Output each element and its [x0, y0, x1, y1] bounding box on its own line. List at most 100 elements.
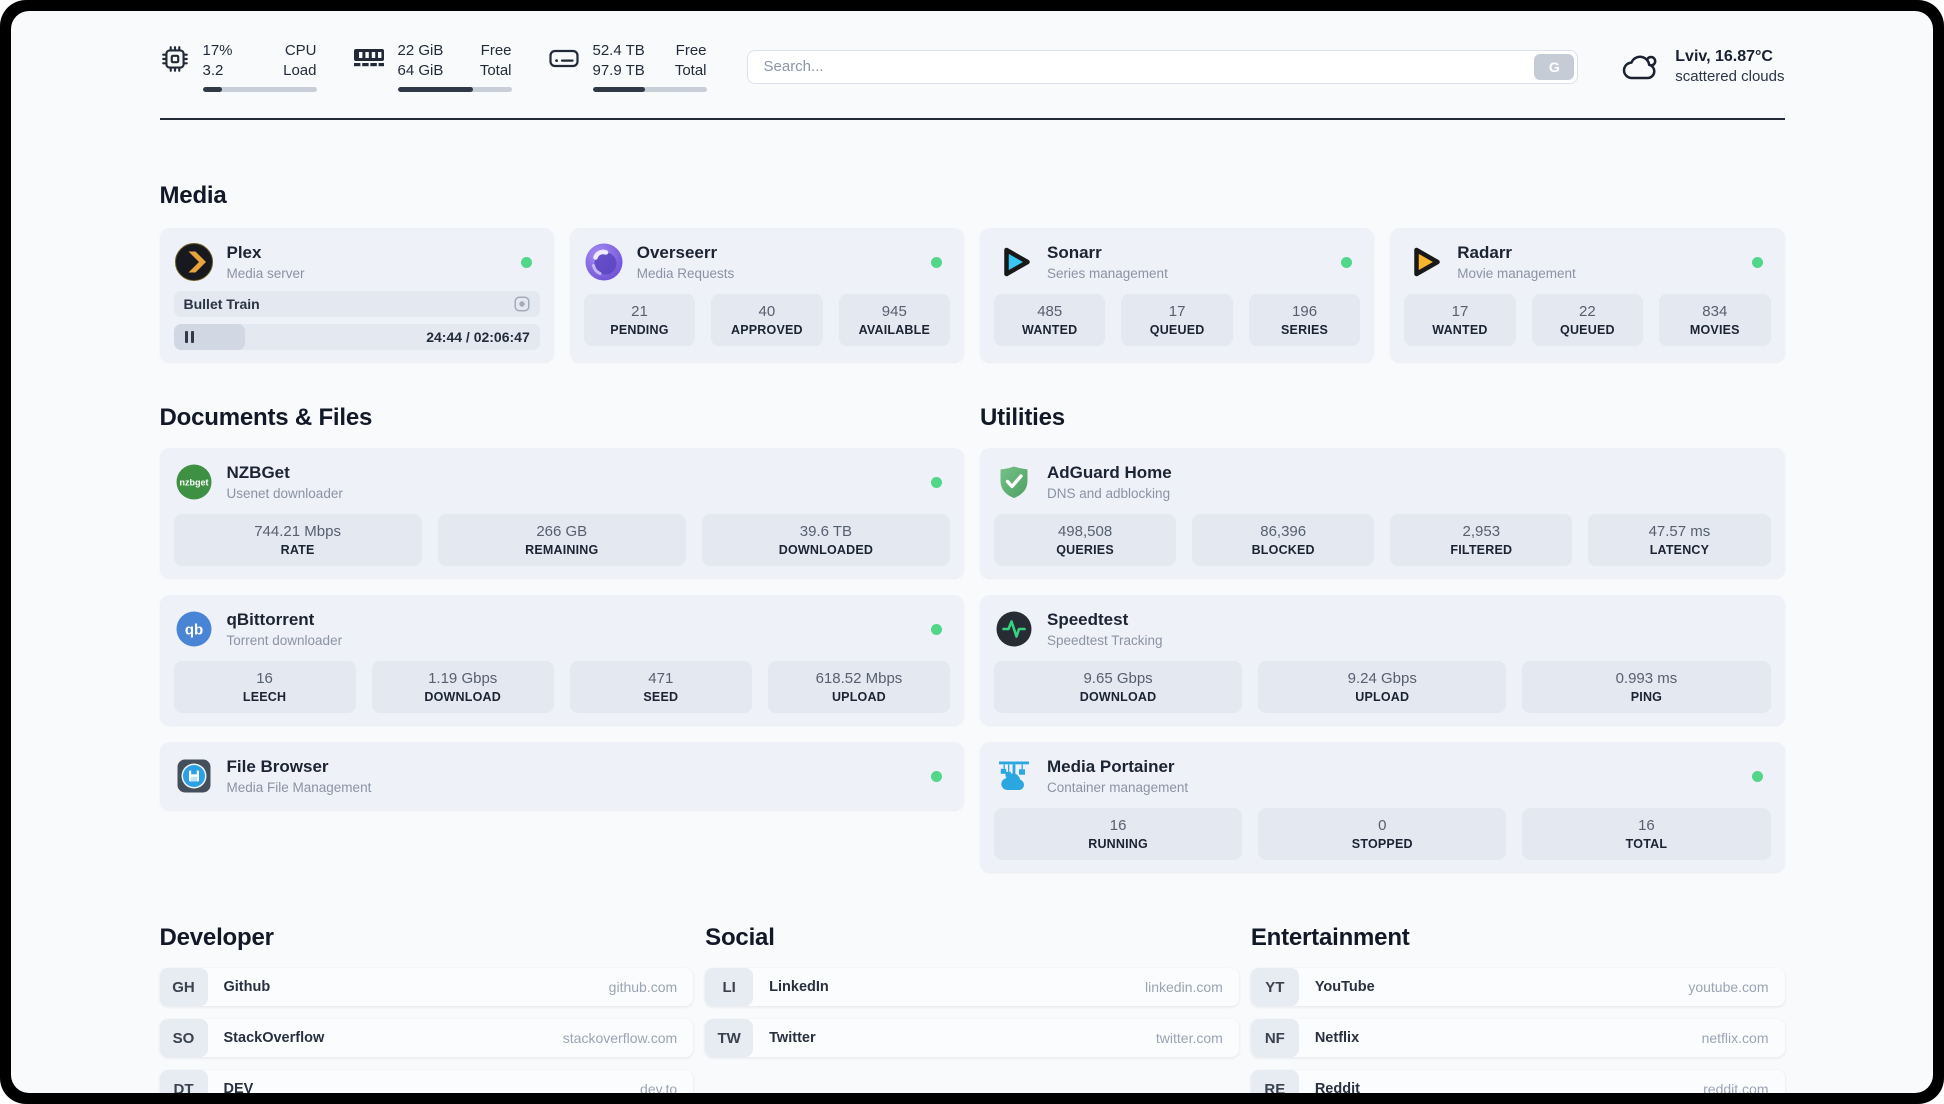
disk-total-value: 97.9 TB [592, 61, 645, 79]
disk-free-value: 52.4 TB [592, 42, 645, 59]
bookmark-linkedin[interactable]: LI LinkedIn linkedin.com [705, 968, 1239, 1006]
bookmark-youtube[interactable]: YT YouTube youtube.com [1250, 968, 1785, 1006]
plex-player[interactable]: 24:44 / 02:06:47 [173, 324, 540, 350]
bookmark-stackoverflow[interactable]: SO StackOverflow stackoverflow.com [159, 1019, 694, 1057]
resource-stats: 17% 3.2 CPU Load 22 GiB 64 GiB Free Total [160, 41, 707, 92]
status-dot-online [1751, 770, 1763, 782]
playback-time: 24:44 / 02:06:47 [426, 329, 530, 345]
service-title: AdGuard Home [1047, 463, 1172, 482]
bookmark-netflix[interactable]: NF Netflix netflix.com [1250, 1019, 1785, 1057]
search-input[interactable] [746, 49, 1579, 84]
bookmark-abbr: RE [1250, 1070, 1299, 1093]
memory-free-label: Free [480, 42, 512, 59]
bookmark-url: twitter.com [1155, 1030, 1223, 1046]
bookmark-name: Reddit [1314, 1081, 1360, 1093]
status-dot-online [931, 476, 942, 488]
stat-leech: 16 LEECH [173, 661, 356, 713]
stat-remaining: 266 GB REMAINING [437, 514, 686, 566]
nzbget-icon: nzbget [174, 462, 214, 502]
service-card-portainer[interactable]: Media Portainer Container management 16 R… [980, 742, 1785, 872]
dashboard: 17% 3.2 CPU Load 22 GiB 64 GiB Free Total [11, 11, 1933, 1093]
bookmark-reddit[interactable]: RE Reddit reddit.com [1250, 1070, 1785, 1093]
bookmark-github[interactable]: GH Github github.com [159, 968, 694, 1006]
service-title: Overseerr [636, 243, 718, 262]
service-card-filebrowser[interactable]: File Browser Media File Management [159, 742, 964, 810]
stat-pending: 21 PENDING [583, 294, 696, 346]
section-title-media: Media [159, 182, 227, 209]
cpu-widget: 17% 3.2 CPU Load [160, 41, 317, 92]
adguard-icon [994, 462, 1034, 502]
status-dot-online [520, 256, 532, 268]
bookmark-name: StackOverflow [223, 1030, 325, 1046]
status-dot-online [931, 256, 942, 268]
service-subtitle: Torrent downloader [226, 633, 343, 648]
bookmark-url: youtube.com [1688, 979, 1769, 995]
stat-ping: 0.993 ms PING [1522, 661, 1771, 713]
weather-location: Lviv, 16.87°C [1675, 48, 1773, 65]
bookmark-abbr: DT [159, 1070, 208, 1093]
pause-icon[interactable] [184, 331, 195, 343]
service-subtitle: Container management [1047, 780, 1189, 795]
disk-icon [548, 49, 579, 68]
service-card-qbittorrent[interactable]: qb qBittorrent Torrent downloader 16 LEEC… [159, 595, 964, 725]
service-subtitle: Media File Management [226, 780, 372, 795]
search-engine-button[interactable]: G [1534, 53, 1575, 80]
service-card-speedtest[interactable]: Speedtest Speedtest Tracking 9.65 Gbps DO… [980, 595, 1785, 725]
memory-progress-bar [397, 87, 512, 92]
stat-wanted: 485 WANTED [994, 294, 1106, 346]
stat-total: 16 TOTAL [1522, 808, 1771, 860]
disk-progress-bar [592, 87, 707, 92]
bookmark-name: DEV [223, 1081, 254, 1093]
service-card-overseerr[interactable]: Overseerr Media Requests 21 PENDING 40 APP… [569, 228, 964, 362]
status-dot-online [1341, 256, 1353, 268]
service-title: Radarr [1457, 243, 1513, 262]
bookmark-name: Twitter [769, 1030, 816, 1046]
bookmark-group-entertainment: Entertainment YT YouTube youtube.com NF … [1250, 924, 1785, 1093]
bookmark-abbr: LI [705, 968, 754, 1006]
service-card-sonarr[interactable]: Sonarr Series management 485 WANTED 17 QUE… [980, 228, 1375, 362]
bookmark-name: LinkedIn [769, 979, 829, 995]
bookmark-abbr: NF [1250, 1019, 1299, 1057]
stop-icon[interactable] [514, 296, 530, 312]
service-card-plex[interactable]: Plex Media server Bullet Train [159, 228, 554, 362]
bookmark-twitter[interactable]: TW Twitter twitter.com [705, 1019, 1239, 1057]
portainer-icon [994, 756, 1034, 796]
service-subtitle: Speedtest Tracking [1047, 633, 1163, 648]
bookmark-name: YouTube [1314, 979, 1375, 995]
service-title: Speedtest [1047, 610, 1129, 629]
svg-text:nzbget: nzbget [179, 478, 208, 488]
cpu-usage-value: 17% [202, 42, 233, 59]
service-title: Media Portainer [1047, 757, 1175, 776]
filebrowser-icon [174, 756, 214, 796]
topbar: 17% 3.2 CPU Load 22 GiB 64 GiB Free Total [159, 41, 1785, 120]
weather-widget[interactable]: Lviv, 16.87°C scattered clouds [1620, 48, 1785, 85]
stat-downloaded: 39.6 TB DOWNLOADED [701, 514, 951, 566]
cloud-icon [1623, 55, 1657, 79]
bookmark-url: netflix.com [1701, 1030, 1769, 1046]
search: G [746, 49, 1579, 84]
bookmark-url: stackoverflow.com [562, 1030, 678, 1046]
stat-queued: 17 QUEUED [1121, 294, 1233, 346]
service-subtitle: Usenet downloader [226, 486, 343, 501]
cpu-load-label: Load [283, 61, 317, 79]
service-subtitle: Series management [1047, 266, 1168, 281]
memory-total-label: Total [479, 61, 512, 79]
status-dot-online [931, 770, 942, 782]
service-card-radarr[interactable]: Radarr Movie management 17 WANTED 22 QUEUE… [1390, 228, 1785, 362]
disk-widget: 52.4 TB 97.9 TB Free Total [548, 41, 707, 92]
stat-running: 16 RUNNING [994, 808, 1243, 860]
memory-free-value: 22 GiB [397, 42, 444, 59]
bookmark-dev[interactable]: DT DEV dev.to [159, 1070, 694, 1093]
service-card-adguard[interactable]: AdGuard Home DNS and adblocking 498,508 Q… [980, 448, 1785, 578]
bookmark-url: reddit.com [1703, 1081, 1769, 1093]
service-title: NZBGet [226, 463, 290, 482]
service-title: qBittorrent [226, 610, 315, 629]
stat-stopped: 0 STOPPED [1258, 808, 1507, 860]
stat-queued: 22 QUEUED [1531, 294, 1644, 346]
section-media: Media Plex Media server Bullet Train [159, 182, 1785, 362]
section-title-social: Social [705, 924, 775, 951]
service-card-nzbget[interactable]: nzbget NZBGet Usenet downloader 744.21 M… [159, 448, 964, 578]
stat-wanted: 17 WANTED [1404, 294, 1516, 346]
service-title: Sonarr [1047, 243, 1102, 262]
weather-condition: scattered clouds [1675, 68, 1785, 85]
